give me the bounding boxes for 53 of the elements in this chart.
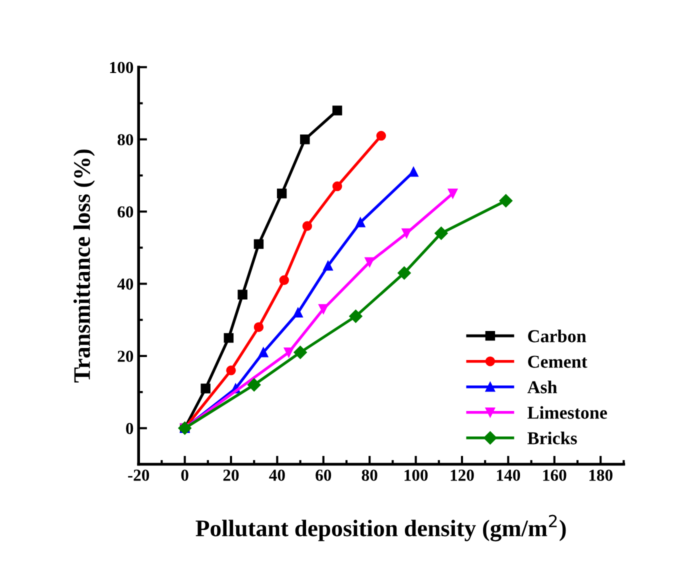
legend-label: Bricks <box>528 432 577 444</box>
y-tick-label: 40 <box>117 278 134 290</box>
y-axis-title: Transmittance loss (%) <box>73 150 95 383</box>
legend-label: Carbon <box>528 330 586 342</box>
point <box>398 266 411 280</box>
legend-label: Limestone <box>528 406 607 419</box>
point <box>323 260 333 271</box>
point <box>332 181 342 192</box>
point <box>254 239 264 249</box>
point <box>408 166 418 177</box>
x-tick-label: 160 <box>543 470 566 481</box>
point <box>434 226 448 240</box>
x-tick-label: -20 <box>128 470 150 481</box>
point <box>499 194 512 208</box>
x-tick-label: 180 <box>589 470 612 481</box>
point <box>279 275 289 286</box>
point <box>226 366 236 376</box>
x-tick-label: 40 <box>269 470 285 481</box>
x-tick-label: 0 <box>181 470 188 481</box>
point <box>276 188 287 198</box>
point <box>258 348 268 358</box>
legend-label: Cement <box>528 356 588 368</box>
point <box>318 304 328 314</box>
point <box>294 346 307 359</box>
x-axis-title: Pollutant deposition density (gm/m$^{2}$) <box>196 514 566 542</box>
point <box>448 188 458 198</box>
x-tick-label: 60 <box>316 470 332 481</box>
x-tick-label: 120 <box>450 470 474 481</box>
point <box>284 348 294 358</box>
y-tick-label: 60 <box>118 206 134 218</box>
y-tick-label: 20 <box>118 350 134 362</box>
point <box>302 221 312 231</box>
y-tick-label: 100 <box>110 62 134 74</box>
point <box>200 384 210 394</box>
point <box>356 218 366 228</box>
point <box>224 333 234 343</box>
x-tick-label: 80 <box>362 470 378 481</box>
point <box>376 130 386 141</box>
legend-label: Ash <box>527 380 558 394</box>
y-tick-label: 0 <box>126 422 134 434</box>
point <box>254 322 264 332</box>
point <box>332 106 342 116</box>
x-tick-label: 100 <box>404 470 428 481</box>
point <box>402 228 412 238</box>
point <box>238 290 248 300</box>
point <box>300 134 310 144</box>
point <box>349 310 362 323</box>
point <box>293 308 303 318</box>
y-tick-label: 80 <box>118 134 134 146</box>
x-tick-label: 20 <box>223 470 239 481</box>
point <box>364 257 374 267</box>
point <box>248 378 261 392</box>
x-tick-label: 140 <box>497 470 520 481</box>
